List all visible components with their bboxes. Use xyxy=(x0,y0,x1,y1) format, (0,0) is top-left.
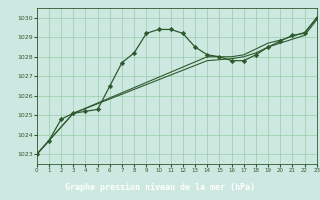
Text: Graphe pression niveau de la mer (hPa): Graphe pression niveau de la mer (hPa) xyxy=(65,183,255,192)
